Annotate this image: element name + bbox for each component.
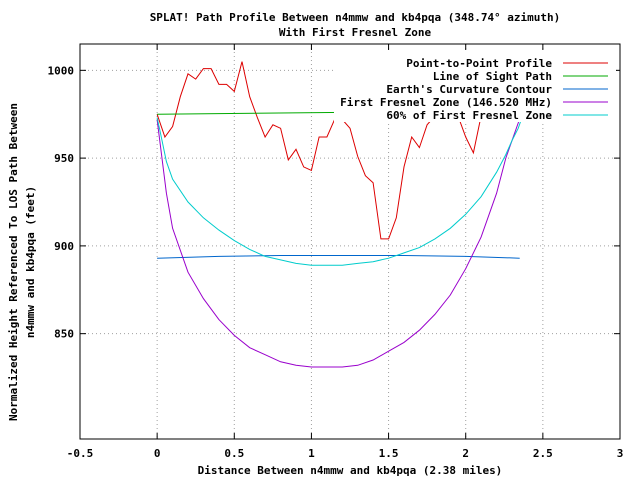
series-line-60-of-first-fresnel-zone (156, 110, 525, 266)
y-tick-label: 1000 (48, 64, 75, 77)
x-axis-label: Distance Between n4mmw and kb4pqa (2.38 … (198, 464, 503, 477)
x-tick-label: 0.5 (224, 447, 244, 460)
legend-label-point-to-point-profile: Point-to-Point Profile (406, 57, 552, 70)
plot-frame (79, 43, 621, 440)
x-tick-label: 3 (617, 447, 624, 460)
legend-label-earth-s-curvature-contour: Earth's Curvature Contour (386, 83, 552, 96)
legend-background (334, 52, 616, 122)
y-axis-label-line-2: n4mmw and kb4pqa (feet) (24, 186, 37, 338)
y-tick-label: 850 (54, 328, 74, 341)
series-lines (156, 61, 525, 368)
legend-label-60-of-first-fresnel-zone: 60% of First Fresnel Zone (386, 109, 552, 122)
x-tick-label: 1.5 (379, 447, 399, 460)
legend-label-first-fresnel-zone-146-520-mhz: First Fresnel Zone (146.520 MHz) (340, 96, 552, 109)
axis-ticks: -0.5 0 0.5 1 1.5 2 2.5 3 850 900 950 1000 (48, 44, 624, 460)
series-line-first-fresnel-zone-146-520-mhz (156, 110, 525, 368)
x-tick-label: 2 (462, 447, 469, 460)
y-tick-label: 900 (54, 240, 74, 253)
x-tick-label: 2.5 (533, 447, 553, 460)
chart-subtitle: With First Fresnel Zone (279, 26, 432, 39)
chart-title: SPLAT! Path Profile Between n4mmw and kb… (150, 11, 561, 24)
y-tick-label: 950 (54, 152, 74, 165)
legend-label-line-of-sight-path: Line of Sight Path (433, 70, 552, 83)
y-axis-label-line-1: Normalized Height Referenced To LOS Path… (7, 103, 20, 421)
x-tick-label: 1 (308, 447, 315, 460)
series-line-earth-s-curvature-contour (157, 255, 520, 259)
x-tick-label: 0 (154, 447, 161, 460)
x-tick-label: -0.5 (67, 447, 94, 460)
